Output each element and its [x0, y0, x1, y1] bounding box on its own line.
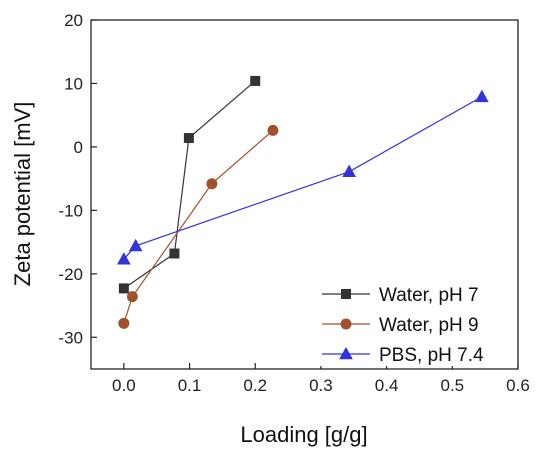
data-point [118, 283, 129, 294]
legend-item: Water, pH 7 [322, 285, 479, 306]
series-line [123, 80, 256, 289]
y-tick-label: -30 [58, 328, 83, 347]
series-layer [116, 75, 489, 329]
data-point [116, 252, 131, 265]
x-tick-label: 0.5 [440, 376, 464, 395]
legend-item: PBS, pH 7.4 [322, 345, 484, 366]
x-tick-label: 0.6 [506, 376, 530, 395]
x-tick-label: 0.1 [178, 376, 202, 395]
x-axis: 0.0 0.1 0.2 0.3 0.4 0.5 0.6 [112, 363, 530, 395]
data-point [169, 248, 180, 259]
data-point [128, 238, 143, 252]
data-point [250, 75, 261, 86]
y-tick-label: 20 [64, 11, 83, 30]
series-line [123, 96, 483, 260]
x-axis-title: Loading [g/g] [240, 422, 367, 447]
x-tick-label: 0.2 [243, 376, 267, 395]
data-point [267, 124, 279, 136]
y-tick-label: -10 [58, 201, 83, 220]
data-point [342, 164, 357, 177]
legend-swatch-marker [341, 289, 351, 299]
x-tick-label: 0.4 [375, 376, 399, 395]
legend-item: Water, pH 9 [322, 315, 479, 336]
data-point [475, 89, 489, 103]
x-tick-label: 0.0 [112, 376, 136, 395]
series-0 [118, 75, 261, 294]
legend-swatch-marker [339, 346, 353, 360]
legend-label: Water, pH 9 [379, 315, 479, 336]
plot-frame [90, 19, 519, 370]
y-tick-label: 0 [74, 138, 83, 157]
y-tick-label: 10 [64, 74, 83, 93]
data-point [183, 133, 194, 144]
legend-label: Water, pH 7 [379, 285, 479, 306]
series-line [123, 129, 274, 324]
data-point [126, 291, 138, 303]
x-tick-label: 0.3 [309, 376, 333, 395]
legend-label: PBS, pH 7.4 [379, 345, 484, 366]
legend-swatch-marker [340, 318, 352, 330]
series-1 [118, 124, 279, 329]
legend: Water, pH 7 Water, pH 9 PBS, pH 7.4 [309, 275, 514, 366]
data-point [118, 317, 130, 329]
y-axis-title: Zeta potential [mV] [10, 102, 35, 287]
data-point [206, 178, 218, 190]
y-tick-label: -20 [58, 265, 83, 284]
series-2 [116, 89, 489, 265]
y-axis: -30 -20 -10 0 10 20 [58, 11, 97, 347]
